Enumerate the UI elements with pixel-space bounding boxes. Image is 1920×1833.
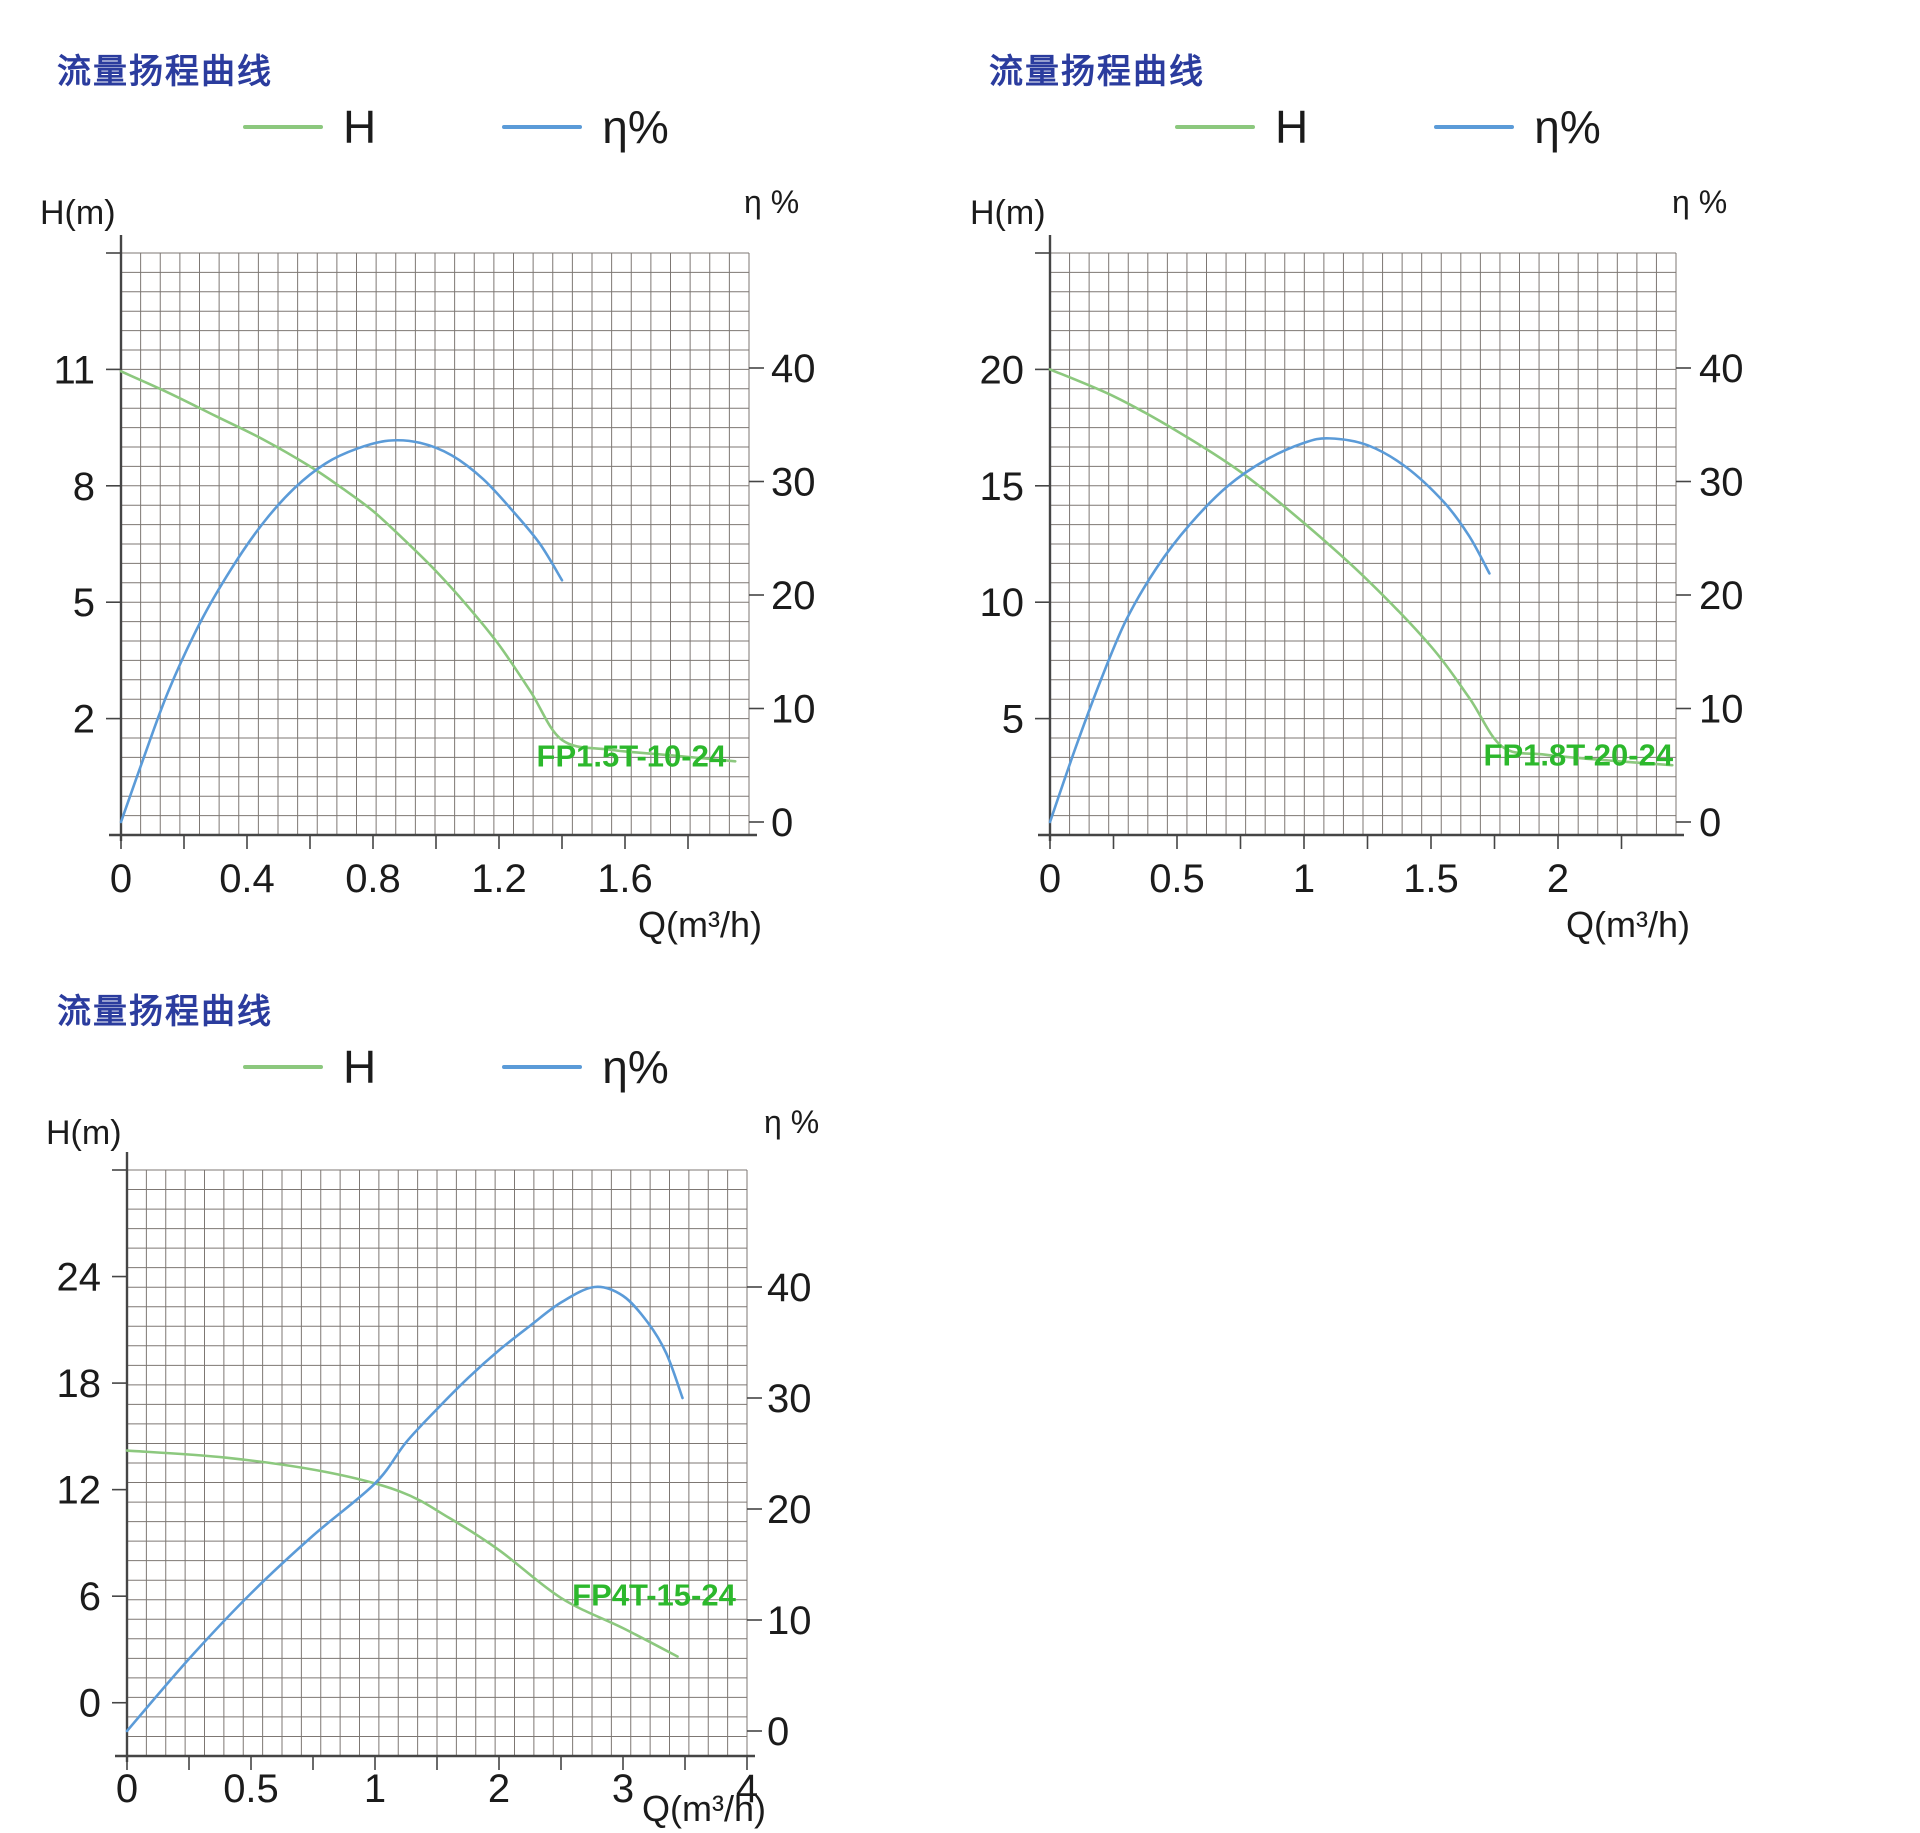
left-tick-label: 8: [73, 465, 95, 509]
right-tick-label: 0: [1699, 801, 1721, 845]
legend: H η%: [243, 99, 669, 155]
x-tick-label: 0: [110, 857, 132, 901]
x-tick-label: 1.5: [1403, 857, 1459, 901]
right-tick-label: 20: [767, 1488, 812, 1532]
x-tick-label: 0: [116, 1767, 138, 1811]
left-tick-label: 2: [73, 698, 95, 742]
right-axis-title: η %: [744, 184, 800, 220]
legend-label-h: H: [343, 101, 377, 153]
left-tick-label: 12: [57, 1469, 102, 1513]
right-tick-label: 40: [1699, 347, 1744, 391]
x-tick-label: 0.5: [223, 1767, 279, 1811]
h-curve: [1048, 368, 1674, 767]
right-axis-title: η %: [1672, 184, 1728, 220]
left-axis-title: H(m): [40, 194, 116, 232]
chart-title: 流量扬程曲线: [57, 53, 273, 91]
legend-label-eta: η%: [1534, 101, 1601, 153]
left-tick-label: 10: [980, 581, 1025, 625]
left-tick-label: 11: [53, 348, 95, 392]
left-axis-title: H(m): [970, 194, 1046, 232]
legend-line-eta: [502, 1065, 583, 1069]
legend-label-eta: η%: [602, 101, 669, 153]
legend-line-h: [1175, 125, 1255, 129]
x-tick-label: 0: [1039, 857, 1061, 901]
x-axis-title: Q(m³/h): [642, 1788, 766, 1829]
legend-line-h: [243, 1065, 323, 1069]
x-axis-title: Q(m³/h): [1566, 904, 1690, 945]
model-label: FP1.5T-10-24: [537, 738, 727, 773]
x-tick-label: 0.5: [1149, 857, 1205, 901]
legend-line-eta: [502, 125, 583, 129]
right-tick-label: 40: [771, 347, 816, 391]
model-label: FP4T-15-24: [572, 1577, 736, 1612]
right-tick-label: 10: [1699, 688, 1744, 732]
left-tick-label: 0: [79, 1682, 101, 1726]
chart-title: 流量扬程曲线: [57, 993, 273, 1031]
tick-labels: 11 8 5 2 40 30 20 10 0 0 0.4 0.8 1.2 1.6: [53, 347, 815, 901]
right-tick-label: 30: [767, 1377, 812, 1421]
right-tick-label: 20: [1699, 574, 1744, 618]
grid: [126, 1169, 748, 1757]
legend-label-h: H: [343, 1041, 377, 1093]
right-tick-label: 0: [771, 801, 793, 845]
right-axis-title: η %: [764, 1104, 820, 1140]
legend-line-eta: [1434, 125, 1515, 129]
axes: [109, 235, 757, 841]
right-tick-label: 20: [771, 574, 816, 618]
x-tick-label: 4: [736, 1767, 758, 1811]
eta-curve: [125, 1285, 684, 1733]
x-tick-label: 3: [612, 1767, 634, 1811]
x-tick-label: 1: [1293, 857, 1315, 901]
left-tick-label: 5: [1002, 698, 1024, 742]
legend-line-h: [243, 125, 323, 129]
chart-title: 流量扬程曲线: [989, 53, 1205, 91]
right-tick-label: 10: [771, 688, 816, 732]
tick-labels: 20 15 10 5 40 30 20 10 0 0 0.5 1 1.5 2: [980, 347, 1744, 901]
axes: [115, 1152, 755, 1762]
x-tick-label: 0.4: [219, 857, 275, 901]
plot-FP1.5T-10-24: 11 8 5 2 40 30 20 10 0 0 0.4 0.8 1.2 1.6 FP1.5T-10-24: [53, 235, 816, 901]
tick-marks: [112, 1169, 762, 1770]
left-tick-label: 24: [57, 1256, 102, 1300]
right-tick-label: 40: [767, 1266, 812, 1310]
x-tick-label: 2: [1547, 857, 1569, 901]
right-tick-label: 30: [1699, 461, 1744, 505]
eta-curve: [1048, 437, 1491, 824]
legend-label-eta: η%: [602, 1041, 669, 1093]
tick-marks: [1035, 252, 1691, 849]
x-tick-label: 1: [364, 1767, 386, 1811]
h-curve: [119, 370, 737, 763]
legend: H η%: [243, 1039, 669, 1095]
x-tick-label: 1.6: [597, 857, 653, 901]
left-tick-label: 18: [57, 1362, 102, 1406]
plot-FP1.8T-20-24: 20 15 10 5 40 30 20 10 0 0 0.5 1 1.5 2 FP1.8T-20-24: [980, 235, 1744, 901]
axes: [1038, 235, 1684, 841]
x-tick-label: 2: [488, 1767, 510, 1811]
model-label: FP1.8T-20-24: [1484, 738, 1674, 773]
legend-label-h: H: [1275, 101, 1309, 153]
h-curve: [125, 1449, 679, 1658]
left-axis-title: H(m): [46, 1114, 122, 1152]
legend: H η%: [1175, 99, 1601, 155]
tick-marks: [106, 252, 764, 849]
right-tick-label: 10: [767, 1599, 812, 1643]
left-tick-label: 5: [73, 581, 95, 625]
x-axis-title: Q(m³/h): [638, 904, 762, 945]
x-tick-label: 1.2: [471, 857, 527, 901]
left-tick-label: 20: [980, 348, 1025, 392]
left-tick-label: 15: [980, 465, 1025, 509]
right-tick-label: 30: [771, 461, 816, 505]
right-tick-label: 0: [767, 1710, 789, 1754]
x-tick-label: 0.8: [345, 857, 401, 901]
left-tick-label: 6: [79, 1575, 101, 1619]
eta-curve: [119, 438, 564, 824]
